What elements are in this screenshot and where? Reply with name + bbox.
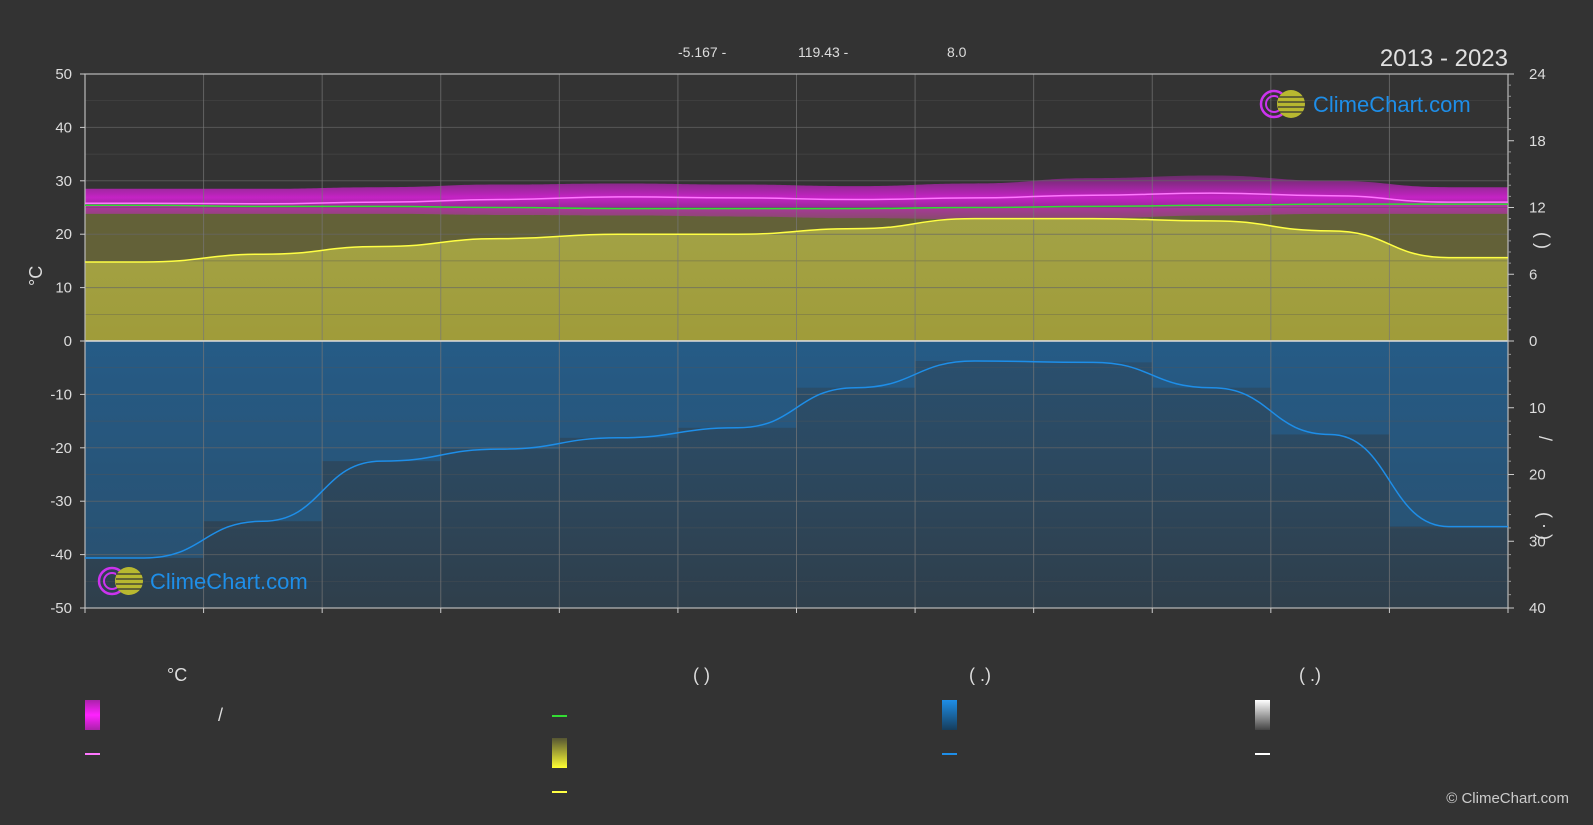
rain-bar [559,341,678,438]
legend-rain-swatch [942,700,957,730]
rain-bar [677,341,797,428]
legend-rain-mean-swatch [942,753,957,755]
left-axis-tick-label: -10 [50,386,72,403]
legend-temp-range-swatch [85,700,100,730]
left-axis-tick-label: 40 [55,119,72,136]
rain-bar [440,341,560,450]
elevation-label: 8.0 [947,44,967,60]
brand-logo-icon-bottom [96,565,146,597]
brand-name-bottom: ClimeChart.com [150,569,308,594]
right-upper-axis-tick-label: 24 [1529,66,1546,83]
right-axis-lower-label-1: / [1535,436,1555,442]
latitude-label: -5.167 - [678,44,727,60]
rain-mean-line [85,360,1508,559]
rain-bar [203,341,323,522]
legend-temp-slash: / [218,705,224,725]
right-upper-axis-tick-label: 0 [1529,333,1537,350]
right-axis-lower-label-2: ( · ) [1535,512,1555,540]
left-axis-tick-label: -50 [50,600,72,617]
brand-name: ClimeChart.com [1313,92,1471,117]
legend-sunshine-mean-swatch [552,791,567,793]
legend-temp-mean-swatch [85,753,100,755]
right-upper-axis-tick-label: 18 [1529,133,1546,150]
rain-bar [85,341,204,558]
left-axis-unit: °C [26,265,46,286]
left-axis-tick-label: -40 [50,547,72,564]
legend-snow-header: ( .) [1299,665,1321,685]
year-range: 2013 - 2023 [1379,45,1508,72]
legend-snow-mean-swatch [1255,753,1270,755]
daylight-line [84,203,1508,210]
right-lower-axis-tick-label: 40 [1529,600,1546,617]
rain-bar [915,341,1034,362]
left-axis-tick-label: 50 [55,66,72,83]
right-upper-axis-tick-label: 6 [1529,266,1537,283]
left-axis-tick-label: -20 [50,440,72,457]
right-axis-upper-label: ( ) [1533,232,1553,249]
legend-temperature-header: °C [167,665,188,685]
brand-logo-icon [1258,88,1308,120]
legend-rain-header: ( .) [969,665,991,685]
rain-bar [1152,341,1271,388]
rain-bar [1389,341,1508,527]
left-axis-tick-label: 30 [55,173,72,190]
left-axis-tick-label: -30 [50,493,72,510]
copyright: © ClimeChart.com [1446,790,1569,807]
legend-sunshine-swatch [552,738,567,768]
legend-sunshine-header: ( ) [693,665,710,685]
legend-daylight-swatch [552,715,567,717]
right-upper-axis-tick-label: 12 [1529,200,1546,217]
right-lower-axis-tick-label: 10 [1529,400,1546,417]
left-axis-tick-label: 0 [64,333,72,350]
legend-snow-swatch [1255,700,1270,730]
left-axis-tick-label: 10 [55,280,72,297]
right-lower-axis-tick-label: 20 [1529,467,1546,484]
left-axis-tick-label: 20 [55,226,72,243]
rain-bar [796,341,916,388]
rain-bar [322,341,441,462]
sunshine-line [85,217,1509,263]
rain-bar [1033,341,1153,363]
rain-bar [1270,341,1390,435]
right-lower-axis-tick-label: 30 [1529,533,1546,550]
longitude-label: 119.43 - [798,44,849,60]
temperature-mean-line [84,192,1508,205]
